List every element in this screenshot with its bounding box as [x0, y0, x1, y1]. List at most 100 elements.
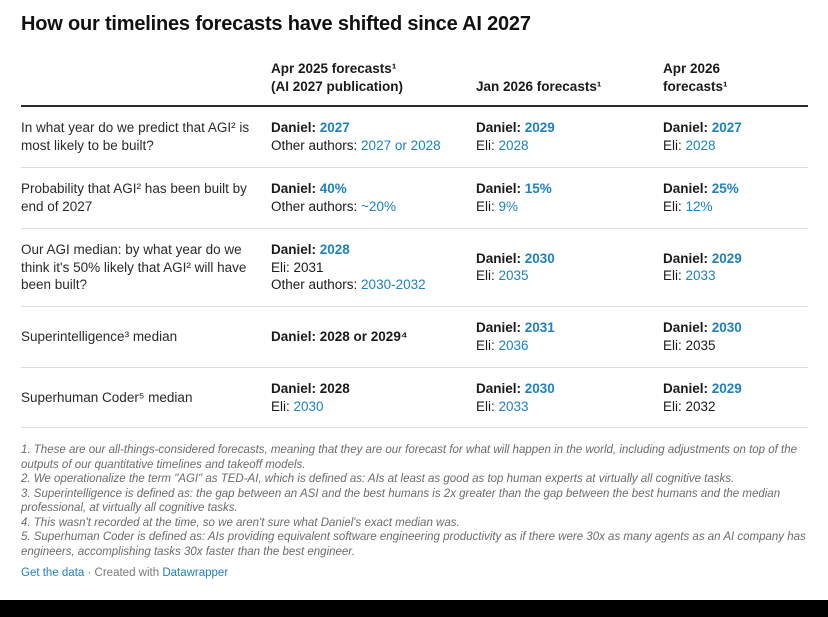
forecast-label: Eli: — [476, 198, 499, 214]
forecast-value: 12% — [685, 198, 713, 214]
forecast-cell: Daniel: 2028 Eli: 2031 Other authors: 2030… — [271, 228, 476, 308]
forecast-line: Other authors: 2027 or 2028 — [271, 137, 464, 155]
created-with-label: Created with — [94, 567, 160, 580]
forecast-value: 2028 — [319, 241, 350, 257]
forecast-label: Daniel: — [663, 250, 712, 266]
get-the-data-link[interactable]: Get the data — [21, 567, 85, 580]
forecast-label: Eli: 2035 — [663, 337, 716, 353]
forecast-value: 2036 — [498, 337, 529, 353]
forecast-value: 2027 — [319, 120, 350, 136]
row-question: Our AGI median: by what year do we think… — [21, 228, 271, 308]
forecast-line: Daniel: 25% — [663, 180, 796, 198]
forecast-value: 2029 — [524, 120, 555, 136]
forecast-line: Daniel: 2028 — [271, 380, 464, 398]
attribution-footer: Get the data · Created with Datawrapper — [21, 567, 807, 579]
forecast-label: Eli: 2031 — [271, 259, 324, 275]
forecast-line: Eli: 2033 — [476, 398, 651, 416]
forecast-value: 15% — [524, 181, 552, 197]
forecast-line: Eli: 2035 — [476, 267, 651, 285]
forecast-label: Daniel: — [663, 320, 712, 336]
forecast-line: Eli: 2028 — [476, 137, 651, 155]
forecast-value: 25% — [711, 181, 739, 197]
bottom-black-bar — [0, 600, 828, 617]
forecast-line: Daniel: 15% — [476, 180, 651, 198]
forecast-label: Eli: — [663, 268, 686, 284]
forecast-line: Daniel: 2030 — [476, 380, 651, 398]
forecast-label: Eli: 2032 — [663, 398, 716, 414]
forecast-value: 2028 — [685, 138, 716, 154]
forecast-line: Eli: 2036 — [476, 337, 651, 355]
footnote-2: 2. We operationalize the term "AGI" as T… — [21, 473, 735, 486]
forecast-label: Daniel: — [476, 380, 525, 396]
forecast-line: Eli: 2030 — [271, 398, 464, 416]
table-header-row: Apr 2025 forecasts¹ (AI 2027 publication… — [21, 60, 808, 108]
forecast-cell: Daniel: 40% Other authors: ~20% — [271, 167, 476, 229]
forecast-value: 2030 — [524, 250, 555, 266]
footnotes-block: 1. These are our all-things-considered f… — [21, 443, 808, 559]
table-body: In what year do we predict that AGI² is … — [21, 106, 808, 429]
forecast-label: Daniel: — [663, 120, 712, 136]
table-row: Our AGI median: by what year do we think… — [21, 228, 808, 308]
forecast-label: Other authors: — [271, 277, 362, 293]
forecast-label: Daniel: — [476, 120, 525, 136]
table-row: In what year do we predict that AGI² is … — [21, 106, 808, 169]
forecast-value: 2029 — [711, 250, 742, 266]
forecast-table: Apr 2025 forecasts¹ (AI 2027 publication… — [21, 60, 808, 429]
forecast-cell: Daniel: 2027 Eli: 2028 — [663, 106, 808, 169]
forecast-label: Daniel: — [271, 241, 320, 257]
forecast-line: Daniel: 2030 — [663, 319, 796, 337]
forecast-line: Daniel: 2030 — [476, 250, 651, 268]
forecast-line: Daniel: 2029 — [663, 380, 796, 398]
forecast-line: Eli: 2028 — [663, 137, 796, 155]
forecast-label: Daniel: — [663, 380, 712, 396]
row-question: Probability that AGI² has been built by … — [21, 167, 271, 229]
forecast-value: 2030 — [524, 380, 555, 396]
forecast-label: Daniel: 2028 — [271, 380, 350, 396]
forecast-cell: Daniel: 2030 Eli: 2033 — [476, 367, 663, 429]
forecast-label: Daniel: — [663, 181, 712, 197]
column-header-3: Apr 2026 forecasts¹ — [663, 60, 808, 108]
forecast-line: Eli: 2033 — [663, 267, 796, 285]
forecast-label: Eli: — [663, 198, 686, 214]
forecast-value: 2027 or 2028 — [361, 138, 441, 154]
footnote-1: 1. These are our all-things-considered f… — [21, 444, 798, 471]
datawrapper-link[interactable]: Datawrapper — [162, 567, 229, 580]
forecast-cell: Daniel: 2030 Eli: 2035 — [476, 228, 663, 308]
forecast-value: 2027 — [711, 120, 742, 136]
forecast-label: Eli: — [476, 138, 499, 154]
forecast-label: Eli: — [476, 398, 499, 414]
footer-separator: · — [87, 567, 92, 580]
forecast-label: Daniel: — [271, 181, 320, 197]
forecast-label: Eli: — [476, 268, 499, 284]
forecast-line: Daniel: 2028 or 2029⁴ — [271, 328, 464, 346]
page-title: How our timelines forecasts have shifted… — [21, 13, 531, 35]
forecast-label: Daniel: 2028 or 2029⁴ — [271, 329, 408, 345]
forecast-line: Eli: 2035 — [663, 337, 796, 355]
forecast-value: 2033 — [498, 398, 529, 414]
forecast-cell: Daniel: 2029 Eli: 2033 — [663, 228, 808, 308]
table-row: Superhuman Coder⁵ median Daniel: 2028 Eli:… — [21, 367, 808, 429]
forecast-label: Other authors: — [271, 138, 362, 154]
forecast-value: 2028 — [498, 138, 529, 154]
forecast-line: Daniel: 2027 — [663, 119, 796, 137]
forecast-line: Eli: 9% — [476, 198, 651, 216]
forecast-label: Daniel: — [271, 120, 320, 136]
forecast-line: Eli: 12% — [663, 198, 796, 216]
forecast-cell: Daniel: 2029 Eli: 2028 — [476, 106, 663, 169]
forecast-label: Daniel: — [476, 320, 525, 336]
column-header-2: Jan 2026 forecasts¹ — [476, 60, 663, 108]
forecast-cell: Daniel: 25% Eli: 12% — [663, 167, 808, 229]
footnote-5: 5. Superhuman Coder is defined as: AIs p… — [21, 531, 806, 558]
forecast-line: Daniel: 2031 — [476, 319, 651, 337]
forecast-line: Eli: 2032 — [663, 398, 796, 416]
forecast-cell: Daniel: 2030 Eli: 2035 — [663, 306, 808, 368]
forecast-label: Eli: — [663, 138, 686, 154]
forecast-value: 2030-2032 — [361, 277, 426, 293]
forecast-cell: Daniel: 15% Eli: 9% — [476, 167, 663, 229]
forecast-line: Daniel: 2028 — [271, 241, 464, 259]
forecast-value: ~20% — [361, 198, 396, 214]
forecast-label: Daniel: — [476, 181, 525, 197]
forecast-line: Daniel: 2029 — [476, 119, 651, 137]
column-header-0 — [21, 60, 271, 108]
forecast-cell: Daniel: 2028 Eli: 2030 — [271, 367, 476, 429]
